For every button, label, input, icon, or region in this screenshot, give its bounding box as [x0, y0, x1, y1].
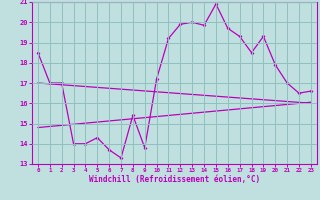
X-axis label: Windchill (Refroidissement éolien,°C): Windchill (Refroidissement éolien,°C): [89, 175, 260, 184]
